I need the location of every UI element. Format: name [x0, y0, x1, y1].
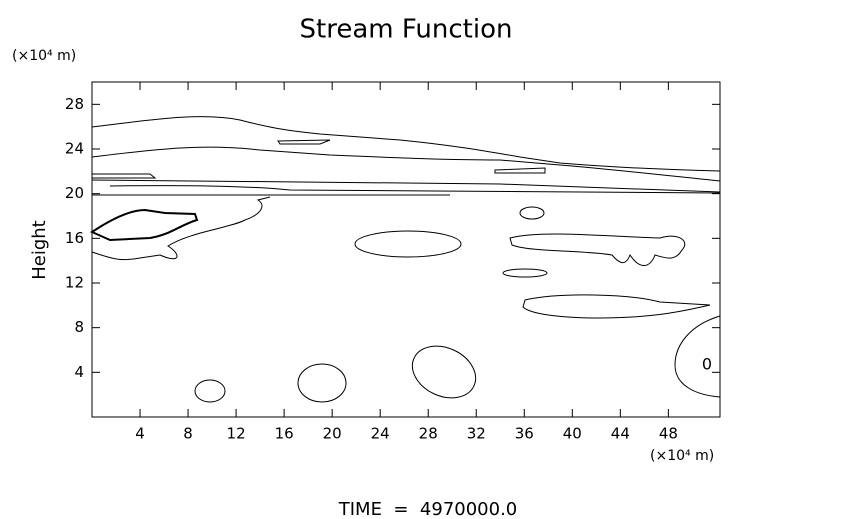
contour-line — [519, 206, 545, 220]
contour-line — [91, 146, 721, 182]
x-tick-label: 16 — [275, 425, 294, 443]
y-tick-label: 12 — [65, 274, 84, 292]
contours — [89, 116, 721, 403]
x-tick-label: 4 — [135, 425, 145, 443]
plot-frame — [91, 81, 721, 418]
y-axis-label: Height — [29, 220, 50, 280]
contour-line — [674, 315, 721, 398]
x-tick-label: 48 — [659, 425, 678, 443]
contour-line — [494, 167, 546, 174]
y-tick-label: 4 — [74, 363, 84, 381]
contour-line — [277, 139, 331, 145]
y-tick-label: 24 — [65, 140, 84, 158]
contour-line — [297, 363, 347, 403]
contour-line — [411, 345, 477, 399]
contour-line — [109, 185, 721, 194]
contour-label: 0 — [702, 355, 712, 374]
y-tick-label: 28 — [65, 95, 84, 113]
contour-line — [194, 379, 226, 403]
x-tick-label: 32 — [467, 425, 486, 443]
contour-line — [92, 173, 157, 179]
contour-line — [91, 179, 721, 193]
y-tick-label: 8 — [74, 318, 84, 336]
contour-line — [509, 233, 686, 266]
contour-line — [354, 230, 462, 258]
x-tick-label: 24 — [371, 425, 390, 443]
x-tick-label: 28 — [419, 425, 438, 443]
chart-title: Stream Function — [300, 15, 513, 45]
contour-line — [522, 294, 711, 319]
contour-line — [89, 208, 199, 242]
x-tick-label: 44 — [611, 425, 630, 443]
contour-line — [91, 196, 271, 261]
footer: TIME = 4970000.0 — [338, 499, 518, 519]
contour-line — [502, 268, 548, 278]
contour-line — [91, 116, 721, 172]
x-unit: (×10⁴ m) — [650, 448, 714, 464]
y-tick-label: 20 — [65, 184, 84, 202]
x-tick-label: 12 — [227, 425, 246, 443]
x-tick-label: 8 — [183, 425, 193, 443]
x-tick-label: 20 — [323, 425, 342, 443]
x-tick-label: 36 — [515, 425, 534, 443]
x-tick-label: 40 — [563, 425, 582, 443]
y-tick-label: 16 — [65, 229, 84, 247]
y-unit: (×10⁴ m) — [12, 48, 76, 64]
